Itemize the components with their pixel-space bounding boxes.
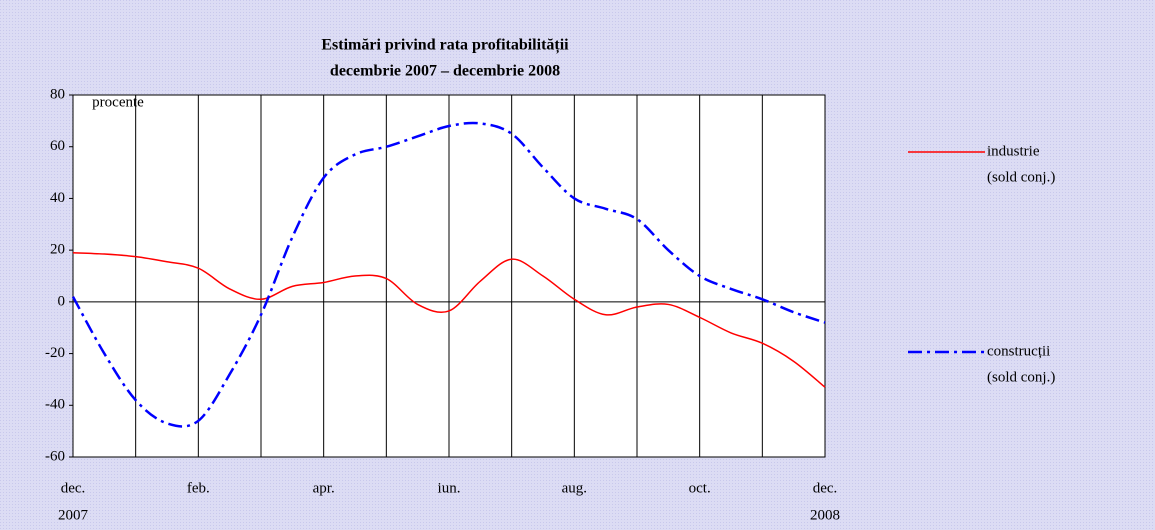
x-tick-label: feb.: [187, 480, 210, 496]
legend-sublabel: (sold conj.): [987, 369, 1055, 385]
y-tick-label: 80: [50, 86, 65, 102]
x-tick-label: oct.: [689, 480, 711, 496]
chart-subtitle: decembrie 2007 – decembrie 2008: [330, 63, 560, 80]
x-sublabel: 2008: [810, 507, 840, 523]
legend-label: industrie: [987, 143, 1040, 159]
y-tick-label: 0: [58, 293, 66, 309]
y-axis-label: procente: [92, 94, 144, 110]
y-tick-label: -60: [45, 448, 65, 464]
x-tick-label: dec.: [61, 480, 86, 496]
y-tick-label: 40: [50, 190, 65, 206]
x-tick-label: apr.: [313, 480, 335, 496]
series-line: [71, 121, 826, 428]
y-tick-label: -40: [45, 397, 65, 413]
x-sublabel: 2007: [58, 507, 89, 523]
legend-label: construcții: [987, 343, 1050, 359]
x-tick-label: iun.: [438, 480, 461, 496]
chart-title: Estimări privind rata profitabilității: [321, 37, 569, 55]
series-line: [72, 251, 826, 388]
y-tick-label: 20: [50, 242, 65, 258]
y-tick-label: 60: [50, 138, 65, 154]
x-tick-label: dec.: [813, 480, 838, 496]
y-tick-label: -20: [45, 345, 65, 361]
x-tick-label: aug.: [562, 480, 587, 496]
legend-sublabel: (sold conj.): [987, 169, 1055, 185]
